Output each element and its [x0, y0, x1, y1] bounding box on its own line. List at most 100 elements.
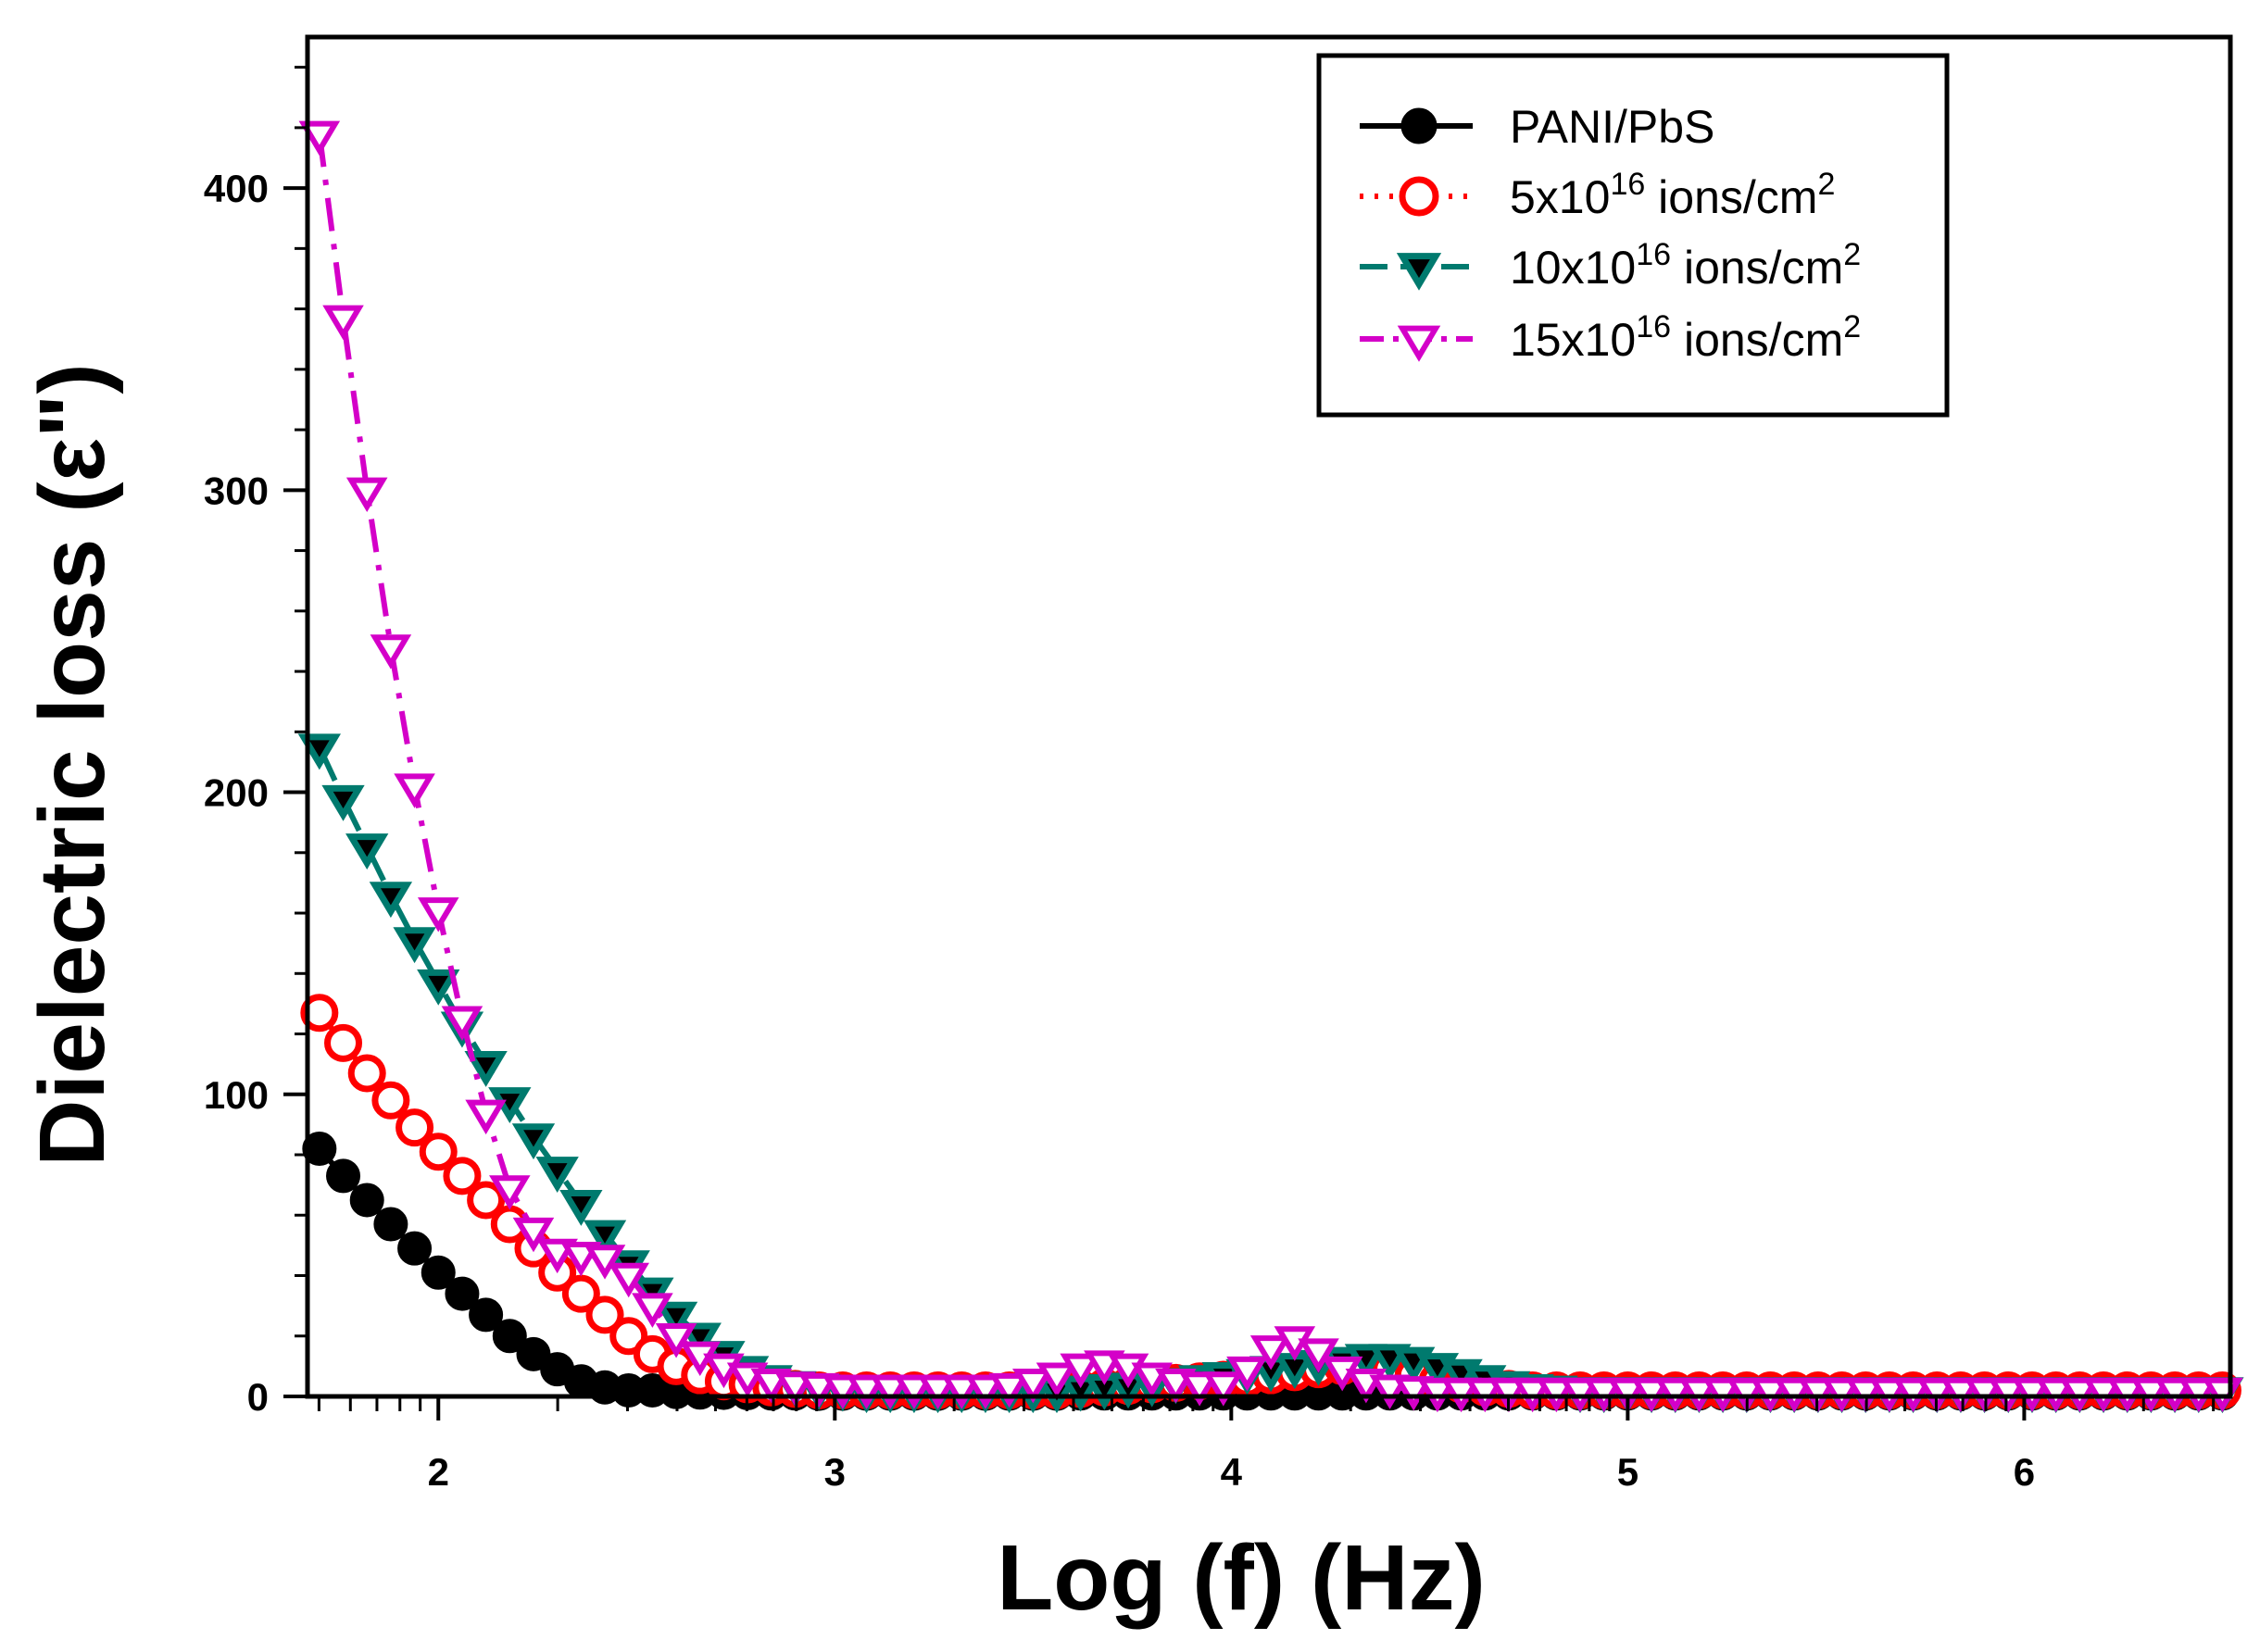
- data-point: [297, 733, 341, 770]
- legend-label-main: 10x10: [1510, 242, 1636, 294]
- data-point: [869, 1374, 911, 1409]
- legend-label-sup: 16: [1610, 167, 1645, 202]
- data-point: [1012, 1368, 1054, 1404]
- data-point: [1726, 1377, 1768, 1413]
- legend-item-3: 15x1016 ions/cm2: [1360, 309, 1861, 366]
- data-point: [345, 833, 389, 870]
- data-point: [469, 1297, 504, 1333]
- data-point: [1750, 1377, 1791, 1413]
- data-point: [846, 1374, 887, 1409]
- data-point: [397, 1231, 433, 1266]
- x-axis-title: Log (f) (Hz): [997, 1526, 1486, 1630]
- data-point: [396, 1108, 434, 1147]
- data-point: [2082, 1377, 2125, 1413]
- data-point: [1915, 1377, 1958, 1413]
- x-axis: 2 3 4 5 6: [317, 1396, 2216, 1494]
- data-point: [584, 1245, 626, 1280]
- data-point: [1178, 1371, 1221, 1407]
- data-point: [655, 1323, 697, 1358]
- legend-item-0: PANI/PbS: [1360, 101, 1714, 153]
- series-line-3: [316, 133, 2223, 1394]
- data-point: [394, 773, 435, 808]
- legend-marker: [1399, 176, 1439, 217]
- data-point: [1630, 1377, 1673, 1413]
- legend-label-sup2: 2: [1843, 237, 1861, 272]
- legend-item-1: 5x1016 ions/cm2: [1360, 167, 1835, 223]
- data-point: [298, 120, 341, 156]
- x-tick-label: 6: [2014, 1450, 2035, 1494]
- y-tick-label: 300: [204, 469, 269, 512]
- data-point: [467, 1181, 506, 1220]
- data-point: [465, 1099, 507, 1135]
- data-point: [302, 1131, 337, 1166]
- data-point: [654, 1301, 698, 1338]
- data-point: [1678, 1377, 1720, 1413]
- data-point: [492, 1319, 527, 1354]
- data-point: [1821, 1377, 1863, 1413]
- data-point: [1298, 1338, 1339, 1373]
- data-point: [2059, 1377, 2101, 1413]
- data-point: [1583, 1377, 1625, 1413]
- legend-label-main: 15x10: [1510, 314, 1636, 366]
- x-tick-label: 2: [428, 1450, 449, 1494]
- plot-frame: [305, 34, 2233, 1399]
- data-point: [632, 1293, 673, 1328]
- data-point: [512, 1217, 555, 1253]
- data-point: [1464, 1377, 1506, 1413]
- series-line-2: [317, 745, 2223, 1394]
- data-point: [2035, 1377, 2077, 1413]
- data-point: [324, 1023, 363, 1062]
- data-point: [1701, 1377, 1744, 1413]
- data-point: [370, 634, 412, 670]
- legend-label-sup: 16: [1636, 309, 1671, 344]
- data-point: [445, 1276, 480, 1311]
- data-point: [1892, 1377, 1934, 1413]
- data-point: [2011, 1377, 2053, 1413]
- data-point: [822, 1374, 864, 1409]
- data-point: [417, 897, 459, 932]
- data-point: [1797, 1377, 1839, 1413]
- legend-label-rest: ions/cm: [1645, 171, 1817, 223]
- data-point: [511, 1123, 556, 1160]
- data-point: [373, 1207, 408, 1242]
- legend-label: 15x1016 ions/cm2: [1510, 309, 1861, 366]
- data-point: [1940, 1377, 1982, 1413]
- x-tick-label: 4: [1221, 1450, 1243, 1494]
- data-point: [1512, 1377, 1553, 1413]
- legend-label-sup2: 2: [1817, 167, 1835, 202]
- data-point: [1964, 1377, 2005, 1413]
- data-point: [1988, 1377, 2029, 1413]
- data-point: [464, 1050, 508, 1087]
- legend-label-main: 5x10: [1510, 171, 1610, 223]
- data-point: [583, 1220, 627, 1257]
- x-tick-label: 3: [824, 1450, 846, 1494]
- legend-label-rest: ions/cm: [1671, 242, 1843, 294]
- data-point: [988, 1372, 1030, 1408]
- data-point: [561, 1274, 600, 1313]
- data-point: [1488, 1377, 1530, 1413]
- legend-label-main: PANI/PbS: [1510, 101, 1714, 153]
- data-point: [535, 1157, 579, 1194]
- data-point: [608, 1262, 649, 1298]
- y-axis: 0 100 200 300 400: [204, 66, 308, 1419]
- data-point: [1036, 1362, 1078, 1397]
- data-point: [1654, 1377, 1697, 1413]
- data-point: [369, 882, 413, 919]
- data-point: [393, 927, 436, 964]
- data-point: [964, 1374, 1007, 1409]
- data-point: [300, 994, 339, 1032]
- y-axis-title: Dielectric loss (ε"): [20, 363, 124, 1166]
- data-point: [917, 1374, 959, 1409]
- data-point: [441, 1006, 483, 1041]
- data-point: [678, 1322, 722, 1359]
- y-tick-label: 0: [247, 1375, 269, 1419]
- y-tick-label: 200: [204, 771, 269, 815]
- data-point: [1773, 1377, 1815, 1413]
- data-point: [1868, 1377, 1911, 1413]
- data-point: [1249, 1335, 1292, 1370]
- legend-label-sup: 16: [1636, 237, 1671, 272]
- data-point: [940, 1374, 983, 1409]
- data-point: [321, 784, 365, 821]
- legend-label-sup2: 2: [1843, 309, 1861, 344]
